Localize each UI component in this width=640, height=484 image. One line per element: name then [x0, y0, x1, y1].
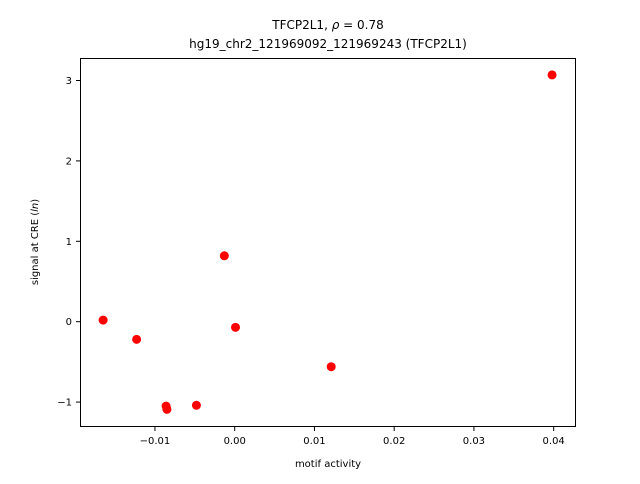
data-point	[162, 404, 172, 414]
y-tick-label: 2	[66, 156, 72, 167]
chart-title-line1: TFCP2L1, ρ = 0.78	[271, 18, 383, 32]
x-tick-label: 0.00	[224, 436, 246, 447]
x-tick-label: 0.01	[303, 436, 325, 447]
data-point	[547, 70, 557, 80]
data-point	[326, 362, 336, 372]
plot-area	[98, 70, 557, 414]
data-point	[230, 322, 240, 332]
y-tick-label: 1	[66, 237, 72, 248]
y-axis-label-italic: ln	[30, 203, 41, 212]
data-point	[98, 315, 108, 325]
x-axis-ticks: −0.01 0.00 0.01 0.02 0.03 0.04	[140, 427, 565, 447]
title-prefix: TFCP2L1,	[271, 18, 331, 32]
data-point	[191, 400, 201, 410]
x-tick-label: 0.03	[463, 436, 485, 447]
x-tick-label: 0.04	[543, 436, 565, 447]
chart-title-line2: hg19_chr2_121969092_121969243 (TFCP2L1)	[189, 37, 467, 51]
y-tick-label: 3	[66, 76, 72, 87]
data-point	[132, 334, 142, 344]
x-tick-label: −0.01	[140, 436, 171, 447]
x-axis-label: motif activity	[295, 459, 361, 470]
y-tick-label: 0	[66, 317, 72, 328]
y-tick-label: −1	[57, 398, 72, 409]
x-tick-label: 0.02	[383, 436, 405, 447]
y-axis-label-suffix: )	[30, 199, 41, 203]
title-rho-symbol: ρ	[332, 18, 340, 32]
axes-frame	[80, 58, 576, 427]
y-axis-label: signal at CRE (ln)	[30, 199, 41, 285]
data-point	[219, 251, 229, 261]
title-rho-value: = 0.78	[339, 18, 383, 32]
y-axis-label-prefix: signal at CRE (	[30, 212, 41, 285]
y-axis-ticks: −1 0 1 2 3	[57, 76, 80, 409]
